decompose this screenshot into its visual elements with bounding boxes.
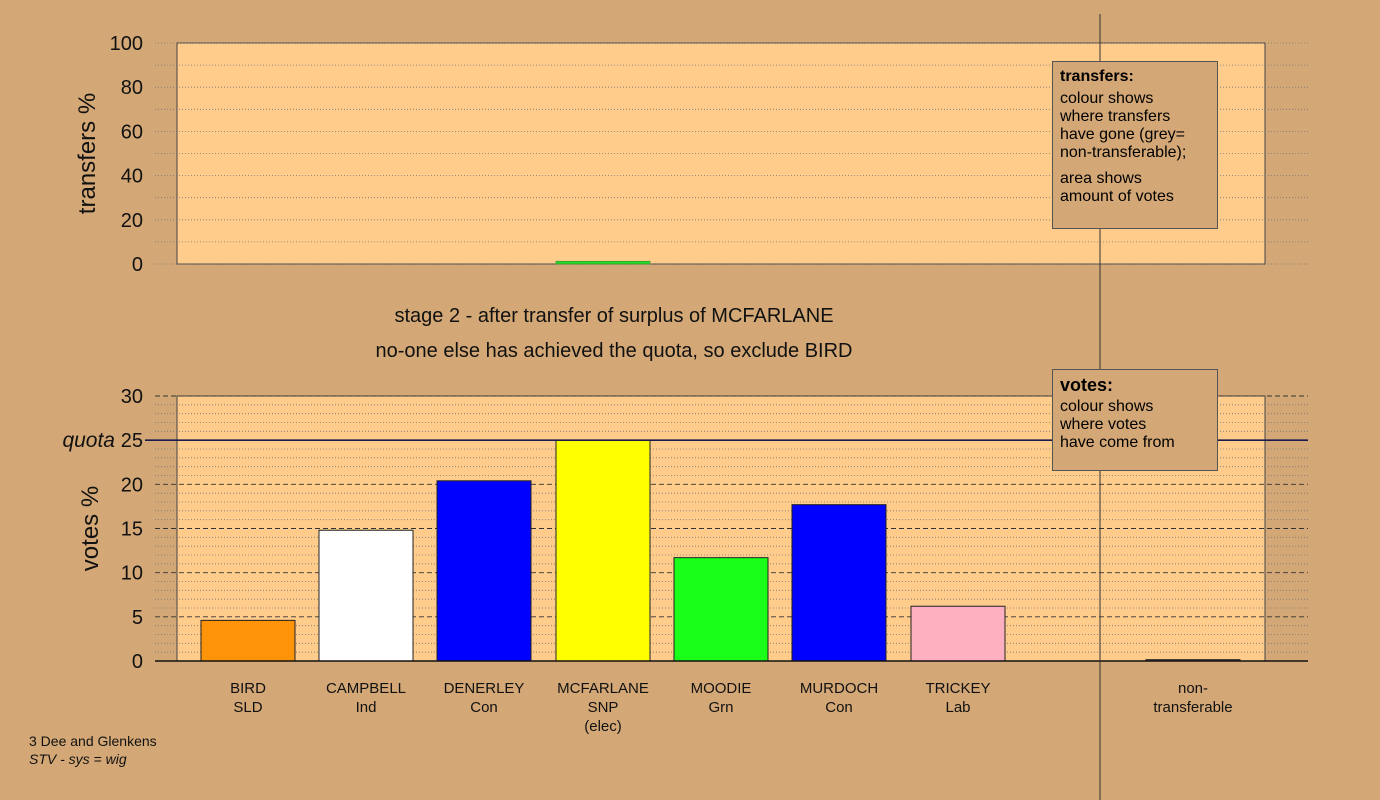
transfers-legend-line: area shows xyxy=(1060,170,1142,187)
quota-label: quota xyxy=(62,429,115,452)
vote-bar xyxy=(555,439,651,662)
votes-legend: votes: colour shows where votes have com… xyxy=(1052,369,1218,471)
candidate-label: non- xyxy=(1178,680,1208,697)
candidate-label: MOODIE xyxy=(691,680,752,697)
votes-y-tick-label: 5 xyxy=(132,607,143,629)
vote-bar xyxy=(673,557,769,662)
votes-y-tick-label: 15 xyxy=(121,519,143,541)
transfers-legend-title: transfers: xyxy=(1060,68,1134,85)
candidate-label: BIRD xyxy=(230,680,266,697)
transfers-legend-line: where transfers xyxy=(1060,108,1171,125)
votes-y-tick-label: 20 xyxy=(121,474,143,496)
transfers-legend-line: amount of votes xyxy=(1060,188,1174,205)
transfers-legend: transfers: colour shows where transfers … xyxy=(1052,61,1218,229)
system-label: STV - sys = wig xyxy=(29,751,127,767)
candidate-label: MCFARLANE xyxy=(557,680,649,697)
transfer-bar xyxy=(555,260,651,265)
vote-bar xyxy=(791,504,887,662)
vote-bar xyxy=(436,480,532,662)
votes-y-tick-label: 10 xyxy=(121,563,143,585)
transfers-y-tick-label: 40 xyxy=(121,166,143,188)
transfers-y-tick-label: 0 xyxy=(132,254,143,276)
candidate-label: Con xyxy=(825,699,853,716)
transfers-legend-line: have gone (grey= xyxy=(1060,126,1185,143)
candidate-label: Con xyxy=(470,699,498,716)
transfers-y-axis-label: transfers % xyxy=(74,93,101,214)
candidate-label: transferable xyxy=(1153,699,1232,716)
stage-subtitle: no-one else has achieved the quota, so e… xyxy=(375,340,853,362)
transfers-legend-line: non-transferable); xyxy=(1060,144,1187,161)
candidate-label: SNP xyxy=(588,699,619,716)
votes-legend-line: have come from xyxy=(1060,434,1175,451)
candidate-label: DENERLEY xyxy=(444,680,525,697)
candidate-label: CAMPBELL xyxy=(326,680,406,697)
transfers-y-tick-label: 60 xyxy=(121,121,143,143)
vote-bar xyxy=(200,619,296,662)
transfers-y-tick-label: 20 xyxy=(121,210,143,232)
candidate-label: (elec) xyxy=(584,718,622,735)
candidate-label: MURDOCH xyxy=(800,680,878,697)
candidate-label: SLD xyxy=(233,699,262,716)
candidate-label: Lab xyxy=(945,699,970,716)
stage-title: stage 2 - after transfer of surplus of M… xyxy=(394,305,834,327)
votes-legend-line: where votes xyxy=(1060,416,1147,433)
transfers-legend-line: colour shows xyxy=(1060,90,1154,107)
votes-y-tick-label: 30 xyxy=(121,386,143,408)
candidate-label: TRICKEY xyxy=(925,680,990,697)
votes-legend-title: votes: xyxy=(1060,375,1114,395)
vote-bar xyxy=(318,529,414,662)
votes-legend-line: colour shows xyxy=(1060,398,1154,415)
transfers-y-tick-label: 100 xyxy=(110,33,143,55)
votes-y-axis-label: votes % xyxy=(77,486,104,571)
candidate-label: Ind xyxy=(356,699,377,716)
transfers-y-tick-label: 80 xyxy=(121,77,143,99)
vote-bar xyxy=(910,605,1006,662)
candidate-label: Grn xyxy=(708,699,733,716)
votes-y-tick-label: 0 xyxy=(132,651,143,673)
constituency-label: 3 Dee and Glenkens xyxy=(29,733,157,749)
votes-y-tick-label: 25 xyxy=(121,430,143,452)
